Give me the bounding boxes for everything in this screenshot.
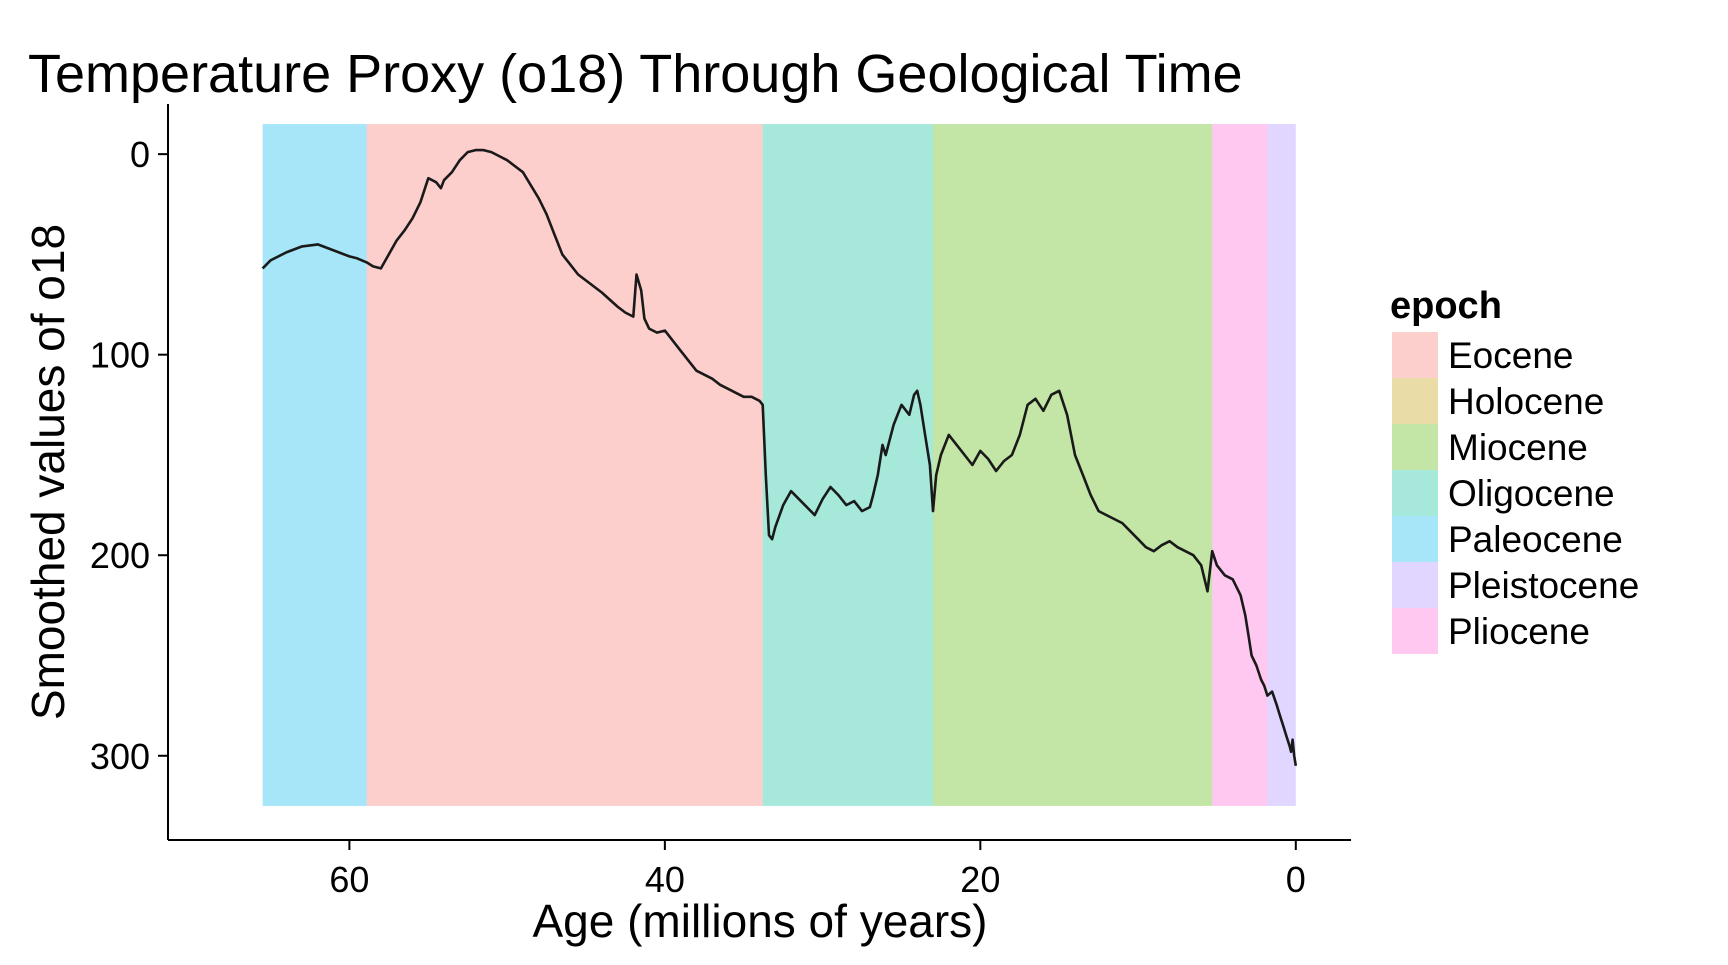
legend-label-pleistocene: Pleistocene <box>1448 565 1639 606</box>
x-tick-label: 40 <box>645 859 685 900</box>
y-tick-label: 200 <box>90 535 150 576</box>
band-miocene <box>933 124 1213 806</box>
legend-key-oligocene <box>1392 470 1438 516</box>
epoch-bands <box>262 124 1296 806</box>
band-pleistocene <box>1267 124 1296 806</box>
legend: epoch Eocene Holocene Miocene Oligocene Pale… <box>1390 285 1639 654</box>
y-ticks: 0 100 200 300 <box>90 134 168 777</box>
legend-key-pleistocene <box>1392 562 1438 608</box>
series-line-0 <box>261 148 1298 767</box>
y-tick-label: 300 <box>90 736 150 777</box>
legend-key-eocene <box>1392 332 1438 378</box>
chart-title: Temperature Proxy (o18) Through Geologic… <box>28 44 1243 104</box>
legend-key-miocene <box>1392 424 1438 470</box>
legend-label-paleocene: Paleocene <box>1448 519 1623 560</box>
legend-label-miocene: Miocene <box>1448 427 1588 468</box>
band-oligocene <box>762 124 934 806</box>
band-paleocene <box>262 124 367 806</box>
legend-label-eocene: Eocene <box>1448 335 1574 376</box>
legend-title: epoch <box>1390 285 1502 327</box>
band-pliocene <box>1212 124 1268 806</box>
legend-key-pliocene <box>1392 608 1438 654</box>
x-axis-label: Age (millions of years) <box>532 895 987 947</box>
y-axis-label: Smoothed values of o18 <box>22 224 74 720</box>
band-eocene <box>366 124 763 806</box>
x-tick-label: 60 <box>329 859 369 900</box>
legend-key-holocene <box>1392 378 1438 424</box>
x-ticks: 60 40 20 0 <box>329 840 1306 900</box>
y-tick-label: 100 <box>90 335 150 376</box>
o18-line <box>261 148 1298 767</box>
x-tick-label: 0 <box>1286 859 1306 900</box>
legend-label-oligocene: Oligocene <box>1448 473 1615 514</box>
legend-label-holocene: Holocene <box>1448 381 1604 422</box>
y-tick-label: 0 <box>130 134 150 175</box>
legend-label-pliocene: Pliocene <box>1448 611 1590 652</box>
x-tick-label: 20 <box>960 859 1000 900</box>
legend-key-paleocene <box>1392 516 1438 562</box>
